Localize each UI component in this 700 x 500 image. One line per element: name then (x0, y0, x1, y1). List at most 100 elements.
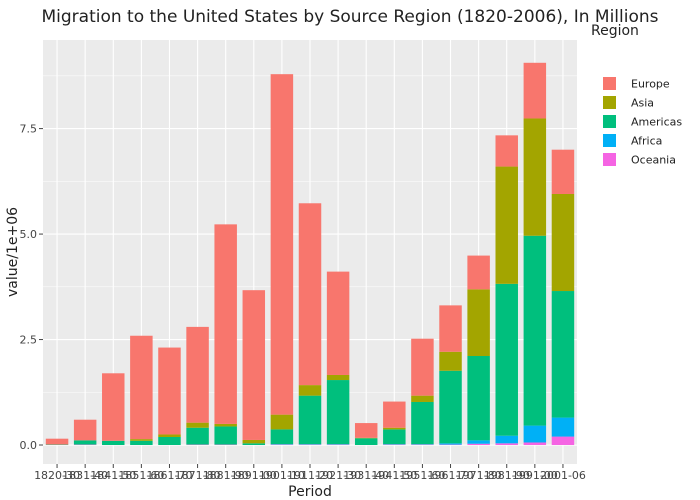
bar-europe (298, 203, 322, 386)
bar-europe (439, 305, 462, 352)
bar-europe (186, 326, 209, 423)
bar-americas (298, 395, 322, 445)
bar-europe (551, 149, 575, 194)
bar-asia (467, 289, 490, 356)
bar-americas (270, 429, 294, 445)
bar-americas (439, 370, 462, 444)
x-tick-label: 1831-40 (62, 469, 108, 482)
x-axis-title: Period (288, 484, 332, 500)
bar-oceania (467, 443, 490, 446)
x-tick-label: 1981-90 (484, 469, 530, 482)
legend-label-oceania: Oceania (631, 154, 676, 167)
legend-swatch-oceania (603, 153, 616, 166)
bar-europe (214, 224, 237, 424)
x-tick-label: 1921-30 (315, 469, 361, 482)
x-tick-label: 1931-40 (343, 469, 389, 482)
bar-europe (383, 401, 406, 428)
x-tick-label: 1901-10 (259, 469, 305, 482)
bar-europe (354, 423, 378, 438)
bar-europe (270, 74, 294, 415)
y-tick-label: 7.5 (20, 123, 38, 136)
bar-layer (45, 62, 575, 446)
bar-europe (45, 438, 69, 445)
legend-label-asia: Asia (631, 97, 654, 110)
bar-asia (523, 118, 547, 236)
x-tick-label: 1941-50 (371, 469, 417, 482)
bar-americas (102, 440, 125, 446)
bar-asia (439, 351, 462, 371)
bar-europe (523, 62, 547, 119)
legend-label-americas: Americas (631, 116, 682, 129)
bar-oceania (523, 442, 547, 446)
bar-asia (158, 434, 181, 437)
bar-oceania (495, 443, 518, 446)
x-tick-label: 1841-50 (90, 469, 136, 482)
bar-asia (242, 439, 266, 444)
bar-europe (130, 335, 153, 440)
bar-asia (298, 385, 322, 396)
legend-swatch-americas (603, 115, 616, 128)
bar-americas (73, 440, 97, 445)
legend-swatch-africa (603, 134, 616, 147)
legend: Europe Asia Americas Africa Oceania (603, 77, 682, 167)
bar-europe (158, 347, 181, 435)
bar-europe (495, 135, 518, 167)
x-tick-label: 1951-60 (399, 469, 445, 482)
y-tick-label: 2.5 (20, 334, 38, 347)
x-tick-label: 1991-00 (512, 469, 558, 482)
bar-americas (242, 443, 266, 446)
y-tick-label: 5.0 (20, 228, 38, 241)
bar-europe (242, 290, 266, 440)
bar-asia (270, 414, 294, 430)
bar-americas (186, 427, 209, 445)
x-tick-label: 1861-70 (146, 469, 192, 482)
bar-africa (439, 443, 462, 445)
y-axis-title: value/1e+06 (5, 207, 21, 297)
legend-title: Region (591, 23, 639, 39)
y-tick-label: 0.0 (20, 439, 38, 452)
bar-africa (495, 435, 518, 444)
bar-americas (495, 283, 518, 436)
x-tick-label: 1881-90 (203, 469, 249, 482)
x-tick-label: 1851-60 (118, 469, 164, 482)
legend-swatch-europe (603, 77, 616, 90)
bar-asia (495, 166, 518, 284)
bar-oceania (551, 436, 575, 446)
x-tick-label: 1971-80 (456, 469, 502, 482)
chart-title: Migration to the United States by Source… (41, 7, 658, 27)
bar-asia (130, 439, 153, 441)
bar-africa (551, 417, 575, 437)
x-tick-label: 1820-30 (34, 469, 80, 482)
bar-asia (411, 395, 434, 402)
bar-asia (383, 427, 406, 430)
x-tick-label: 1871-80 (175, 469, 221, 482)
bar-asia (214, 423, 237, 427)
legend-label-africa: Africa (631, 135, 662, 148)
bar-europe (326, 271, 350, 375)
x-tick-label: 1891-00 (231, 469, 277, 482)
bar-asia (326, 374, 350, 381)
legend-label-europe: Europe (631, 78, 670, 91)
bar-americas (411, 401, 434, 445)
bar-asia (186, 422, 209, 428)
x-tick-label: 1961-70 (428, 469, 474, 482)
bar-europe (467, 255, 490, 290)
bar-americas (158, 436, 181, 446)
bar-africa (523, 425, 547, 443)
bar-europe (102, 373, 125, 441)
x-tick-label: 2001-06 (540, 469, 586, 482)
bar-asia (551, 193, 575, 292)
bar-americas (354, 438, 378, 446)
x-tick-label: 1911-20 (287, 469, 333, 482)
bar-americas (214, 426, 237, 445)
bar-europe (411, 338, 434, 396)
bar-americas (523, 235, 547, 426)
axis-layer: 0.0 2.5 5.0 7.5 1820-301831-401841-501851-60… (20, 123, 586, 482)
legend-swatch-asia (603, 96, 616, 109)
bar-americas (326, 380, 350, 445)
bar-americas (551, 291, 575, 418)
bar-europe (73, 419, 97, 441)
bar-americas (383, 429, 406, 445)
